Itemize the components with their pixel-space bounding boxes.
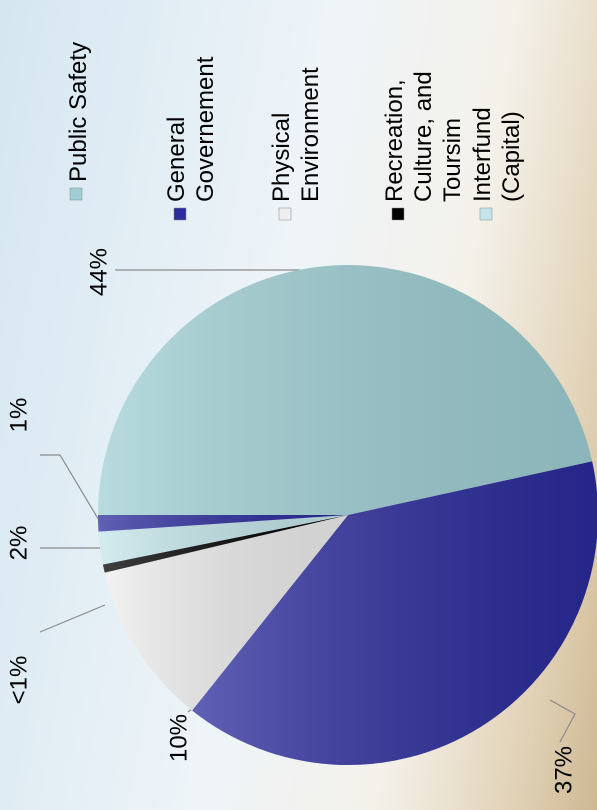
legend-swatch [278, 207, 292, 221]
data-label: 10% [165, 714, 192, 762]
data-label: <1% [5, 656, 32, 705]
leader-line [39, 604, 106, 633]
legend-label: PhysicalEnvironment [268, 67, 324, 202]
legend-swatch [391, 207, 405, 221]
legend-label: Public Safety [65, 42, 92, 182]
slice-shade [192, 461, 597, 765]
slice-shade [98, 515, 348, 532]
legend-label: Interfund(Capital) [469, 107, 525, 202]
slice-shade [102, 515, 348, 573]
legend-swatch [69, 187, 83, 201]
data-label: 37% [550, 746, 577, 794]
leader-line [549, 699, 576, 743]
legend-label: GeneralGovernement [163, 56, 219, 202]
slice-shade [98, 515, 348, 565]
legend-swatch [479, 207, 493, 221]
slice-shade [98, 264, 593, 515]
data-label: 1% [5, 398, 32, 433]
leader-line [40, 454, 101, 523]
slice-shade [104, 515, 348, 711]
data-label: 2% [5, 526, 32, 561]
legend-label: Recreation,Culture, andToursim [381, 71, 466, 202]
data-label: 44% [85, 248, 112, 296]
legend-swatch [173, 207, 187, 221]
